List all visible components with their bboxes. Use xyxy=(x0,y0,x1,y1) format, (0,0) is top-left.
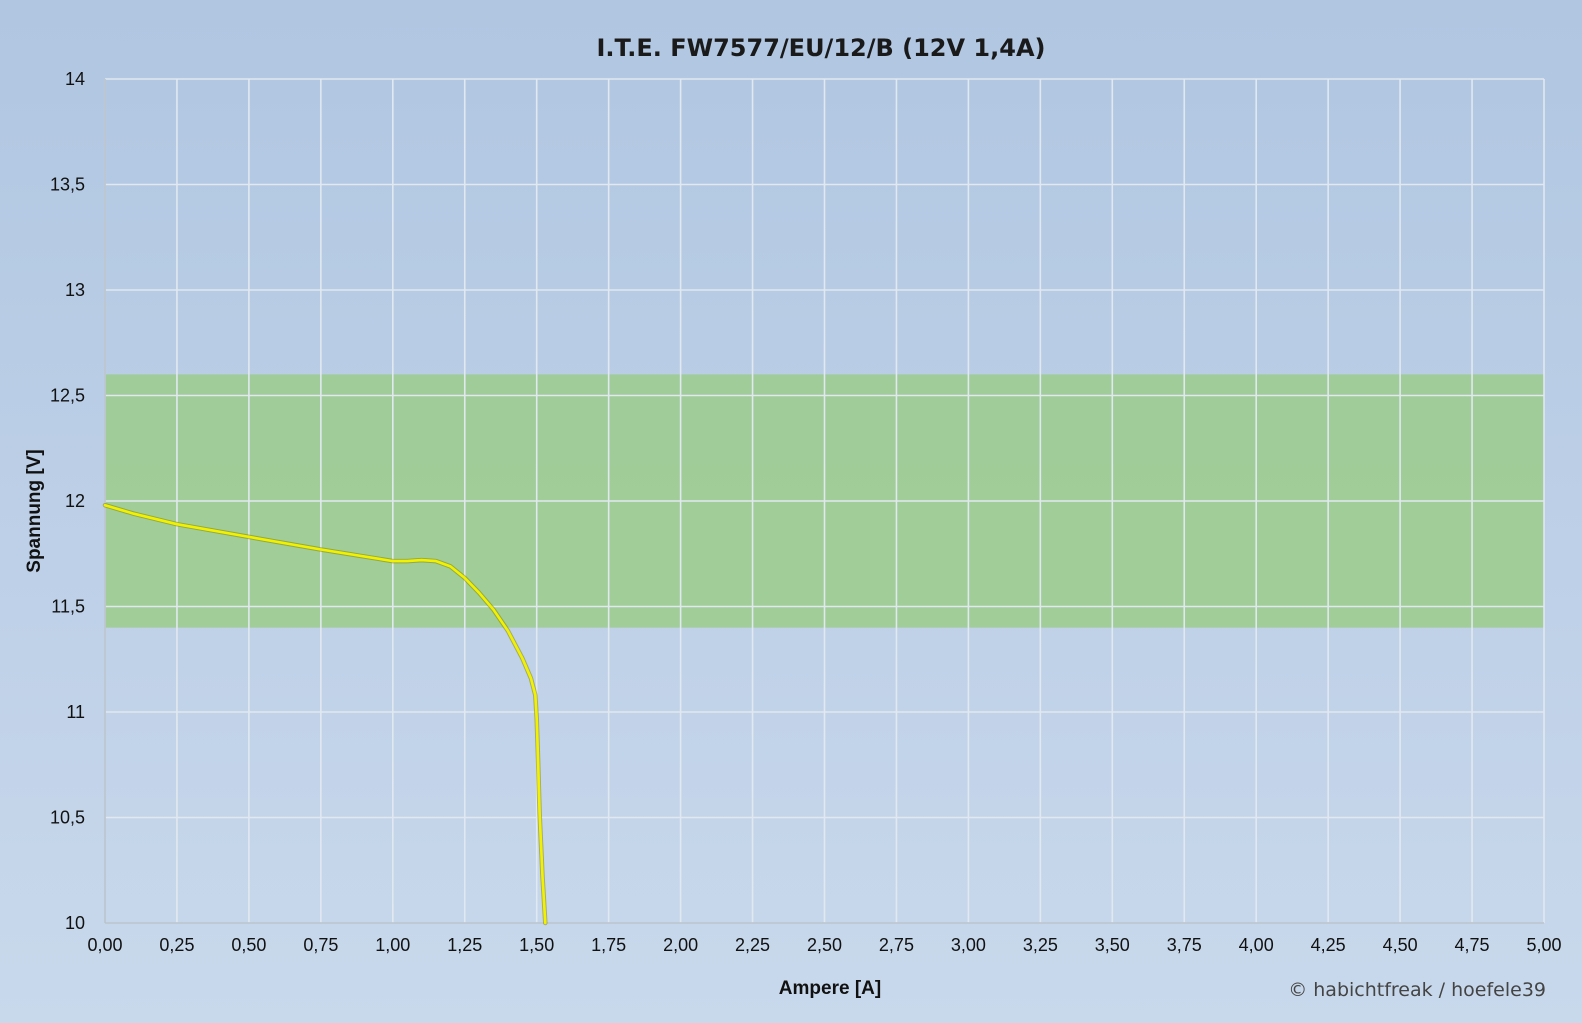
x-tick-label: 3,50 xyxy=(1095,935,1130,955)
y-tick-label: 10,5 xyxy=(50,808,85,828)
x-tick-label: 1,00 xyxy=(375,935,410,955)
x-tick-label: 4,75 xyxy=(1455,935,1490,955)
series-line xyxy=(103,503,547,925)
x-tick-label: 1,75 xyxy=(591,935,626,955)
y-tick-label: 11 xyxy=(66,702,85,722)
x-tick-label: 1,25 xyxy=(447,935,482,955)
x-axis-label: Ampere [A] xyxy=(779,978,881,999)
chart-title: I.T.E. FW7577/EU/12/B (12V 1,4A) xyxy=(596,34,1045,62)
axis-layer xyxy=(104,79,1544,924)
series-layer xyxy=(102,502,548,926)
x-tick-label: 3,75 xyxy=(1167,935,1202,955)
x-tick-label: 3,00 xyxy=(951,935,986,955)
x-tick-label: 4,25 xyxy=(1311,935,1346,955)
credit-text: © habichtfreak / hoefele39 xyxy=(1288,979,1546,1001)
x-tick-label: 2,00 xyxy=(663,935,698,955)
x-tick-label: 2,75 xyxy=(879,935,914,955)
x-tick-label: 0,25 xyxy=(159,935,194,955)
x-tick-label: 5,00 xyxy=(1526,935,1561,955)
y-tick-label: 13,5 xyxy=(50,175,85,195)
grid-layer xyxy=(104,78,1545,924)
x-tick-label: 2,25 xyxy=(735,935,770,955)
x-tick-label: 4,50 xyxy=(1383,935,1418,955)
x-tick-label: 4,00 xyxy=(1239,935,1274,955)
y-tick-labels: 10 10,5 11 11,5 12 12,5 13 13,5 14 xyxy=(50,69,85,933)
y-tick-label: 11,5 xyxy=(51,597,85,617)
x-tick-label: 3,25 xyxy=(1023,935,1058,955)
y-tick-label: 13 xyxy=(65,280,85,300)
x-tick-label: 0,75 xyxy=(303,935,338,955)
x-tick-label: 0,50 xyxy=(231,935,266,955)
y-axis-label: Spannung [V] xyxy=(24,449,45,572)
y-tick-label: 12 xyxy=(65,491,85,511)
x-tick-label: 0,00 xyxy=(87,935,122,955)
y-tick-label: 14 xyxy=(65,69,85,89)
y-tick-label: 10 xyxy=(65,913,85,933)
x-tick-labels: 0,00 0,25 0,50 0,75 1,00 1,25 1,50 1,75 2,00 2,25… xyxy=(87,935,1561,955)
x-tick-label: 1,50 xyxy=(519,935,554,955)
x-tick-label: 2,50 xyxy=(807,935,842,955)
y-tick-label: 12,5 xyxy=(50,386,85,406)
